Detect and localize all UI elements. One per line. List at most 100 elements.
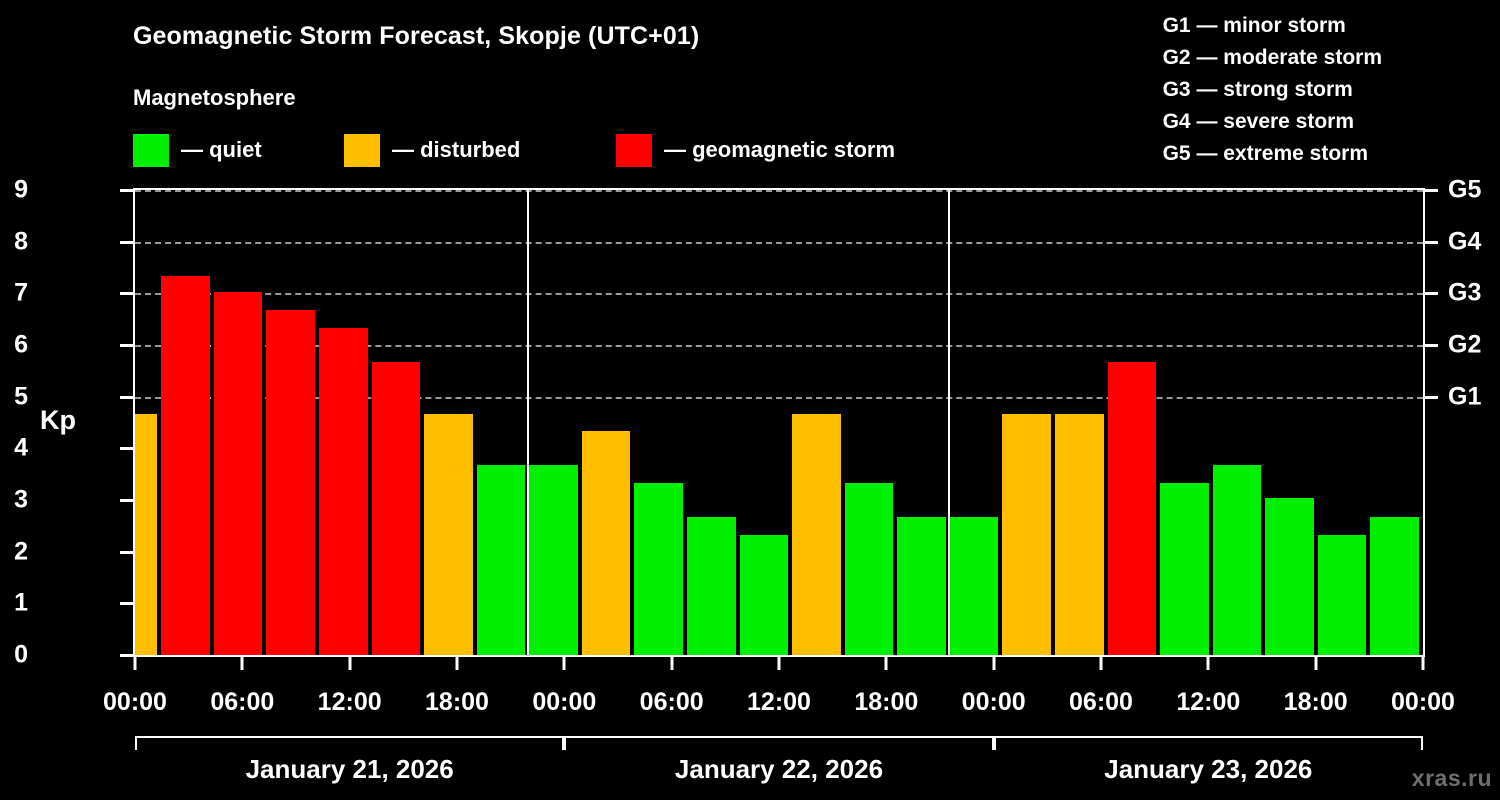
- bar-kp: [739, 534, 789, 655]
- bar-kp: [266, 310, 315, 655]
- x-tick-mark-4: [562, 657, 566, 670]
- g-tick-mark-G5: [1425, 189, 1438, 192]
- x-tick-mark-5: [670, 657, 674, 670]
- y-tick-label-2: 2: [14, 537, 28, 566]
- legend-entry-storm: — geomagnetic storm: [616, 132, 895, 168]
- x-tick-label-9: 06:00: [1069, 688, 1133, 716]
- plot-frame: [133, 188, 1425, 657]
- legend-label-storm: — geomagnetic storm: [664, 137, 896, 162]
- bar-kp: [1212, 465, 1262, 655]
- g-tick-label-G2: G2: [1448, 330, 1482, 359]
- legend-label-disturbed: — disturbed: [392, 137, 521, 162]
- bar-kp: [897, 517, 946, 655]
- g-tick-label-G1: G1: [1448, 382, 1482, 411]
- y-tick-label-9: 9: [14, 175, 28, 204]
- page-title: Geomagnetic Storm Forecast, Skopje (UTC+…: [133, 22, 700, 50]
- gridline-kp-9: [135, 190, 1423, 192]
- x-tick-mark-3: [455, 657, 459, 670]
- g-scale-legend: G1 — minor storm G2 — moderate storm G3 — …: [1163, 10, 1382, 170]
- x-tick-mark-7: [884, 657, 888, 670]
- legend-label-quiet: — quiet: [181, 137, 262, 162]
- x-tick-label-2: 12:00: [317, 688, 382, 716]
- x-tick-mark-11: [1314, 657, 1318, 670]
- y-axis-title: Kp: [40, 405, 76, 435]
- gridline-kp-7: [135, 293, 1423, 296]
- bar-kp: [371, 362, 421, 655]
- bar-kp: [476, 465, 526, 655]
- x-tick-label-5: 06:00: [639, 688, 704, 716]
- x-tick-label-3: 18:00: [425, 688, 489, 716]
- x-tick-label-1: 06:00: [210, 688, 275, 716]
- legend-entry-quiet: — quiet: [133, 132, 262, 168]
- bar-kp: [135, 413, 158, 655]
- watermark: xras.ru: [1411, 765, 1492, 791]
- x-tick-mark-0: [133, 657, 137, 670]
- y-tick-label-3: 3: [14, 485, 28, 514]
- x-tick-label-0: 00:00: [103, 688, 167, 716]
- bar-kp: [1160, 482, 1209, 655]
- y-tick-mark-7: [120, 292, 133, 296]
- bar-kp: [844, 482, 894, 655]
- bar-kp: [529, 465, 578, 655]
- x-tick-label-4: 00:00: [532, 688, 597, 716]
- bar-kp: [424, 413, 473, 655]
- g-scale-row-2: G2 — moderate storm: [1162, 46, 1382, 69]
- bar-kp: [1265, 498, 1314, 655]
- bar-kp: [319, 327, 368, 655]
- section-label-magnetosphere: Magnetosphere: [133, 85, 296, 110]
- x-tick-label-6: 12:00: [747, 688, 811, 716]
- orange-swatch: [344, 133, 380, 167]
- x-tick-label-10: 12:00: [1176, 688, 1241, 716]
- green-swatch: [133, 133, 169, 167]
- x-tick-mark-12: [1421, 657, 1425, 670]
- x-tick-mark-9: [1099, 657, 1103, 670]
- x-tick-mark-1: [240, 657, 244, 670]
- bar-kp: [1317, 534, 1367, 655]
- day-label-2: January 22, 2026: [674, 754, 884, 784]
- y-tick-mark-8: [120, 240, 133, 244]
- day-bracket-2: [564, 736, 994, 750]
- plot-gridlines: [135, 190, 1423, 655]
- y-tick-mark-5: [120, 395, 133, 399]
- x-tick-mark-10: [1206, 657, 1210, 670]
- y-tick-label-7: 7: [14, 278, 28, 307]
- bar-series-kp: [135, 190, 1423, 655]
- x-tick-label-11: 18:00: [1283, 688, 1348, 716]
- bar-kp: [1370, 517, 1419, 655]
- y-tick-label-6: 6: [14, 330, 28, 359]
- bar-kp: [1055, 413, 1104, 655]
- x-tick-label-7: 18:00: [854, 688, 919, 716]
- legend-entry-disturbed: — disturbed: [344, 132, 520, 168]
- g-tick-label-G3: G3: [1448, 278, 1482, 307]
- x-tick-mark-6: [777, 657, 781, 670]
- bar-kp: [634, 482, 683, 655]
- y-tick-mark-6: [120, 344, 133, 347]
- x-tick-label-8: 00:00: [961, 688, 1026, 716]
- y-tick-mark-0: [120, 654, 133, 657]
- y-tick-label-5: 5: [14, 382, 28, 411]
- x-tick-mark-2: [348, 657, 352, 670]
- g-tick-label-G5: G5: [1448, 175, 1482, 204]
- red-swatch: [616, 133, 652, 167]
- g-tick-mark-G3: [1425, 292, 1438, 296]
- y-tick-mark-4: [120, 447, 133, 451]
- y-tick-label-1: 1: [14, 588, 28, 617]
- gridline-kp-5: [135, 396, 1423, 399]
- day-label-3: January 23, 2026: [1104, 754, 1313, 784]
- g-scale-row-1: G1 — minor storm: [1162, 14, 1346, 37]
- y-tick-mark-9: [120, 189, 133, 192]
- y-tick-label-0: 0: [14, 640, 28, 669]
- day-bracket-1: [135, 736, 565, 750]
- g-scale-row-4: G4 — severe storm: [1162, 110, 1355, 133]
- g-tick-mark-G2: [1425, 344, 1438, 347]
- bar-kp: [687, 517, 736, 655]
- bar-kp: [1002, 413, 1051, 655]
- g-scale-row-5: G5 — extreme storm: [1162, 142, 1369, 165]
- day-separator-2: [947, 190, 950, 655]
- day-bracket-3: [993, 736, 1423, 750]
- bar-kp: [581, 431, 631, 655]
- day-separator-1: [527, 190, 530, 655]
- x-tick-mark-8: [992, 657, 996, 670]
- bar-kp: [161, 276, 210, 655]
- y-tick-mark-3: [120, 499, 133, 502]
